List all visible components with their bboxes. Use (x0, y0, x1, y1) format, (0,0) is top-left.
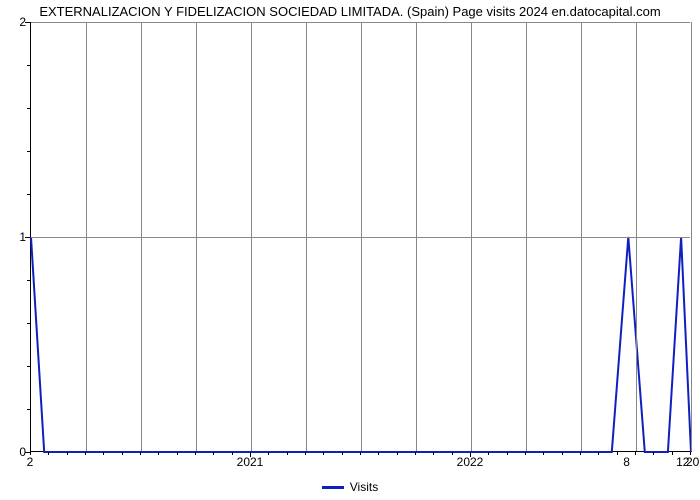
x-minor-mark (562, 452, 563, 455)
x-minor-mark (158, 452, 159, 455)
x-minor-mark (177, 452, 178, 455)
y-tick-label: 0 (19, 445, 26, 459)
corner-label-bottom-left: 2 (27, 455, 34, 469)
x-minor-mark (617, 452, 618, 455)
vgrid-line (141, 22, 142, 451)
y-minor-mark (27, 323, 30, 324)
x-minor-mark (103, 452, 104, 455)
legend-label: Visits (350, 480, 378, 494)
x-minor-mark (268, 452, 269, 455)
legend-swatch (322, 486, 344, 489)
x-tick-label: 2021 (237, 455, 264, 469)
x-right-label: 8 (623, 455, 630, 469)
vgrid-line (251, 22, 252, 451)
x-minor-mark (122, 452, 123, 455)
x-minor-mark (323, 452, 324, 455)
x-minor-mark (433, 452, 434, 455)
x-minor-mark (140, 452, 141, 455)
x-minor-mark (525, 452, 526, 455)
x-minor-mark (195, 452, 196, 455)
x-minor-mark (85, 452, 86, 455)
x-minor-mark (360, 452, 361, 455)
x-minor-mark (287, 452, 288, 455)
chart-title: EXTERNALIZACION Y FIDELIZACION SOCIEDAD … (0, 4, 700, 19)
vgrid-line (691, 22, 692, 451)
legend: Visits (0, 480, 700, 494)
vgrid-line (196, 22, 197, 451)
x-minor-mark (397, 452, 398, 455)
vgrid-line (416, 22, 417, 451)
y-minor-mark (27, 194, 30, 195)
vgrid-line (361, 22, 362, 451)
x-minor-mark (415, 452, 416, 455)
x-minor-mark (672, 452, 673, 455)
x-minor-mark (580, 452, 581, 455)
y-minor-mark (27, 108, 30, 109)
vgrid-line (581, 22, 582, 451)
y-minor-mark (27, 65, 30, 66)
y-tick-label: 1 (19, 230, 26, 244)
x-minor-mark (598, 452, 599, 455)
x-minor-mark (452, 452, 453, 455)
chart-container: { "chart": { "type": "line", "title": "E… (0, 0, 700, 500)
vgrid-line (306, 22, 307, 451)
y-minor-mark (27, 151, 30, 152)
x-right-label: 202 (686, 455, 700, 469)
x-minor-mark (635, 452, 636, 455)
vgrid-line (636, 22, 637, 451)
x-minor-mark (305, 452, 306, 455)
x-minor-mark (507, 452, 508, 455)
x-minor-mark (232, 452, 233, 455)
y-minor-mark (27, 366, 30, 367)
y-tick-label: 2 (19, 15, 26, 29)
y-minor-mark (27, 280, 30, 281)
vgrid-line (526, 22, 527, 451)
plot-area (30, 22, 690, 452)
y-minor-mark (27, 409, 30, 410)
x-minor-mark (653, 452, 654, 455)
x-minor-mark (543, 452, 544, 455)
vgrid-line (471, 22, 472, 451)
x-minor-mark (48, 452, 49, 455)
vgrid-line (86, 22, 87, 451)
x-minor-mark (213, 452, 214, 455)
x-minor-mark (67, 452, 68, 455)
x-minor-mark (342, 452, 343, 455)
x-minor-mark (488, 452, 489, 455)
x-minor-mark (378, 452, 379, 455)
x-tick-label: 2022 (457, 455, 484, 469)
